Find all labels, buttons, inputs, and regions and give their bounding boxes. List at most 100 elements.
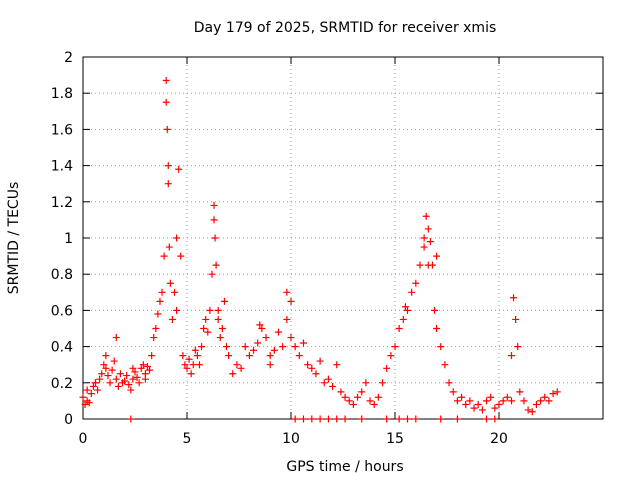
data-point (133, 373, 141, 381)
data-point (316, 415, 324, 423)
data-point (283, 288, 291, 296)
data-point (164, 162, 172, 170)
data-point (299, 415, 307, 423)
data-point (171, 288, 179, 296)
y-tick-label: 0.8 (51, 267, 73, 283)
data-point (424, 261, 432, 269)
data-point (85, 399, 93, 407)
data-point (499, 397, 507, 405)
y-tick-label: 0.6 (51, 303, 73, 319)
data-point (225, 352, 233, 360)
x-axis-title: GPS time / hours (286, 459, 403, 475)
data-point (270, 346, 278, 354)
data-point (341, 393, 349, 401)
data-point (507, 352, 515, 360)
data-point (299, 339, 307, 347)
data-point (154, 310, 162, 318)
data-point (308, 364, 316, 372)
chart-title: Day 179 of 2025, SRMTID for receiver xmi… (194, 20, 497, 36)
data-point (412, 279, 420, 287)
data-point (291, 343, 299, 351)
data-point (189, 361, 197, 369)
data-point (287, 297, 295, 305)
data-point (173, 234, 181, 242)
y-tick-label: 0.4 (51, 340, 73, 356)
data-point (401, 303, 409, 311)
data-point (96, 375, 104, 383)
data-point (514, 343, 522, 351)
y-tick-label: 0 (64, 412, 73, 428)
data-point (245, 352, 253, 360)
data-point (275, 328, 283, 336)
data-point (98, 370, 106, 378)
data-point (183, 364, 191, 372)
data-point (212, 261, 220, 269)
data-point (422, 212, 430, 220)
data-point (424, 225, 432, 233)
data-point (437, 415, 445, 423)
data-point (295, 352, 303, 360)
data-point (177, 252, 185, 260)
x-tick-label: 20 (490, 431, 508, 447)
data-point (445, 379, 453, 387)
data-point (426, 238, 434, 246)
data-point (391, 343, 399, 351)
data-point (141, 375, 149, 383)
data-point (214, 315, 222, 323)
data-point (210, 216, 218, 224)
data-point (403, 415, 411, 423)
data-point (374, 393, 382, 401)
data-point (160, 252, 168, 260)
data-point (116, 370, 124, 378)
data-point (431, 306, 439, 314)
y-tick-label: 2 (64, 50, 73, 66)
y-tick-label: 1 (64, 231, 73, 247)
data-point (383, 415, 391, 423)
data-point (312, 370, 320, 378)
data-point (362, 379, 370, 387)
data-point (333, 361, 341, 369)
data-point (200, 325, 208, 332)
data-point (487, 393, 495, 401)
data-point (195, 361, 203, 369)
data-point (512, 315, 520, 323)
data-point (462, 401, 470, 409)
data-point (112, 375, 120, 383)
data-point (516, 388, 524, 396)
data-point (387, 352, 395, 360)
data-point (258, 325, 266, 332)
data-point (491, 404, 499, 412)
data-point (181, 361, 189, 369)
data-point (354, 393, 362, 401)
data-point (191, 346, 199, 354)
data-point (164, 180, 172, 188)
data-point (214, 306, 222, 314)
data-point (175, 165, 183, 173)
x-tick-label: 15 (386, 431, 404, 447)
data-point (121, 377, 129, 385)
data-point (449, 388, 457, 396)
data-point (510, 294, 518, 302)
data-point (108, 366, 116, 374)
data-point (366, 397, 374, 405)
data-point (370, 401, 378, 409)
data-point (483, 397, 491, 405)
data-point (553, 388, 561, 396)
data-point (495, 401, 503, 409)
data-point (266, 352, 274, 360)
data-point (437, 343, 445, 351)
data-point (229, 370, 237, 378)
data-point (79, 393, 87, 401)
data-point (478, 406, 486, 414)
data-point (308, 415, 316, 423)
y-tick-label: 0.2 (51, 376, 73, 392)
data-point (379, 379, 387, 387)
y-tick-label: 1.8 (51, 86, 73, 102)
data-point (283, 315, 291, 323)
data-point (320, 379, 328, 387)
data-point (549, 390, 557, 398)
data-point (545, 397, 553, 405)
data-point (458, 393, 466, 401)
data-point (158, 288, 166, 296)
